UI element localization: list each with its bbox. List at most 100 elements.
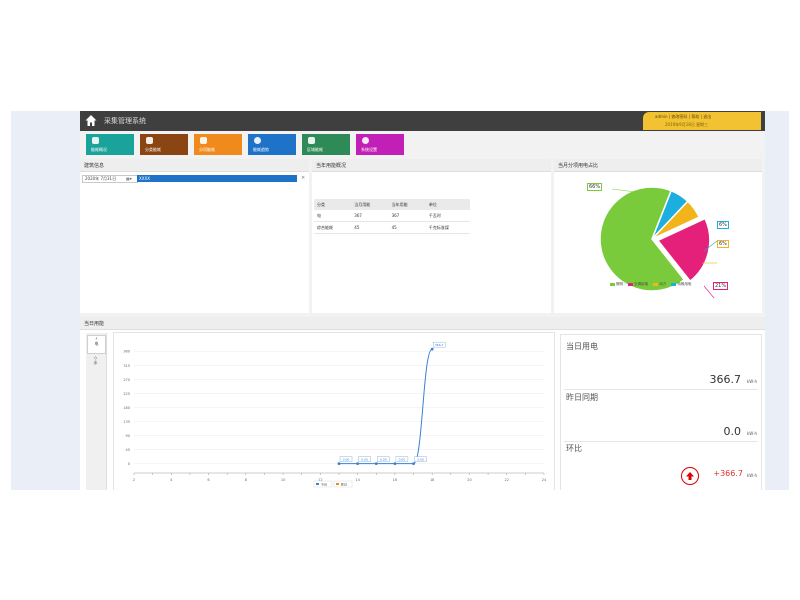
monthly-pie-panel: 当月分项用电占比 66% 21% 6% 6% 照明 空调用电 动力 特殊用电 bbox=[554, 159, 762, 313]
table-cell: 45 bbox=[388, 221, 426, 234]
current-date: 2019年9月18日 星期三 bbox=[665, 122, 709, 127]
x-tick-label: 10 bbox=[281, 478, 285, 482]
data-label-box bbox=[395, 456, 409, 462]
x-tick-label: 4 bbox=[170, 478, 173, 482]
nav-tile-settings[interactable]: 系统设置 bbox=[356, 134, 404, 155]
legend-item[interactable]: 空调用电 bbox=[628, 282, 648, 286]
x-tick-label: 18 bbox=[430, 478, 434, 482]
y-tick-label: 45 bbox=[126, 448, 130, 452]
column-header: 当年用能 bbox=[388, 199, 426, 210]
x-tick-label: 16 bbox=[393, 478, 397, 482]
panel-title: 当日用能 bbox=[84, 321, 105, 327]
yesterday-unit: kW·h bbox=[746, 431, 757, 436]
data-point[interactable] bbox=[356, 462, 360, 466]
y-tick-label: 90 bbox=[126, 434, 130, 438]
nav-tile-region[interactable]: 区域能耗 bbox=[302, 134, 350, 155]
column-header: 当月用能 bbox=[351, 199, 389, 210]
table-cell: 电 bbox=[314, 210, 352, 222]
y-tick-label: 270 bbox=[123, 378, 130, 382]
ratio-value: +366.7 bbox=[713, 469, 743, 478]
legend-item[interactable]: 特殊用电 bbox=[671, 282, 691, 286]
panel-title: 当年用能概况 bbox=[316, 163, 347, 169]
nav-tile-category[interactable]: 分类能耗 bbox=[140, 134, 188, 155]
data-point[interactable] bbox=[374, 462, 378, 466]
ratio-label: 环比 bbox=[566, 444, 582, 453]
subitem-icon bbox=[200, 137, 207, 144]
nav-tile-subitem[interactable]: 分项能耗 bbox=[194, 134, 242, 155]
x-tick-label: 2 bbox=[133, 478, 135, 482]
annual-usage-panel: 当年用能概况 分类 当月用能 当年用能 单位 电 367 367 千瓦时 综合能… bbox=[312, 159, 551, 313]
nav-tile-overview[interactable]: 能耗概况 bbox=[86, 134, 134, 155]
pie-label-special: 6% bbox=[717, 221, 729, 229]
data-label-box bbox=[432, 341, 446, 348]
tree-node-selected[interactable]: XXXX bbox=[137, 175, 297, 182]
pie-slice[interactable] bbox=[656, 217, 711, 283]
legend-label: 今日 bbox=[321, 482, 327, 487]
panel-header: 当日用能 bbox=[80, 317, 765, 330]
table-header-row: 分类 当月用能 当年用能 单位 bbox=[314, 199, 470, 210]
data-point[interactable] bbox=[337, 462, 341, 466]
category-icon bbox=[146, 137, 153, 144]
legend-item[interactable]: 照明 bbox=[610, 282, 623, 286]
y-tick-label: 360 bbox=[123, 350, 130, 354]
legend-label: 昨日 bbox=[341, 482, 347, 487]
tab-label: 电 bbox=[94, 341, 99, 346]
data-label: 0.00 bbox=[361, 457, 368, 461]
stats-panel: 当日用电 366.7 kW·h 昨日同期 0.0 kW·h 环比 +366.7 … bbox=[560, 334, 762, 490]
gear-icon bbox=[362, 137, 369, 144]
pie-leader-line bbox=[611, 188, 645, 194]
x-tick-label: 6 bbox=[207, 478, 209, 482]
table-cell: 367 bbox=[351, 210, 389, 222]
nav-tile-label: 能耗概况 bbox=[91, 147, 107, 152]
legend-item[interactable] bbox=[313, 480, 333, 488]
clock-icon bbox=[254, 137, 261, 144]
data-point[interactable] bbox=[393, 462, 397, 466]
data-label-box bbox=[377, 456, 390, 462]
nav-tile-label: 分项能耗 bbox=[199, 147, 215, 152]
legend-swatch bbox=[316, 483, 319, 485]
grid-icon bbox=[308, 137, 315, 144]
legend-item[interactable] bbox=[333, 480, 353, 488]
pie-leader-line bbox=[703, 240, 718, 252]
app-title: 采集管理系统 bbox=[104, 117, 146, 125]
series-line bbox=[338, 348, 433, 465]
panel-header: 当月分项用电占比 bbox=[554, 159, 762, 172]
water-drop-icon: ◇ bbox=[93, 355, 98, 360]
data-point[interactable] bbox=[412, 462, 415, 466]
plug-icon: ⚡ bbox=[95, 336, 98, 341]
pie-leader-line bbox=[703, 285, 715, 299]
x-tick-label: 14 bbox=[355, 478, 360, 482]
divider bbox=[564, 441, 758, 442]
energy-type-tabs: ⚡ 电 ◇ 水 bbox=[86, 333, 107, 490]
nav-tile-label: 区域能耗 bbox=[307, 147, 323, 152]
y-tick-label: 180 bbox=[123, 406, 130, 410]
table-cell: 45 bbox=[351, 221, 389, 234]
data-label: 0.00 bbox=[343, 457, 350, 461]
daily-line-chart: 0 45 90 135 180 225 270 315 360 2 4 6 8 10 12 14 16 18 20 2… bbox=[113, 332, 555, 490]
pie-label-lighting: 66% bbox=[587, 183, 603, 191]
data-point[interactable] bbox=[430, 347, 434, 351]
legend-item[interactable]: 动力 bbox=[653, 282, 666, 286]
table-cell: 千克标准煤 bbox=[425, 221, 470, 234]
panel-title: 当月分项用电占比 bbox=[558, 163, 599, 169]
app-window: 采集管理系统 admin | 修改密码 | 帮助 | 退出 2019年9月18日… bbox=[80, 111, 765, 490]
tab-electricity[interactable]: ⚡ 电 bbox=[87, 335, 106, 354]
pie-slice[interactable] bbox=[599, 186, 686, 292]
legend-swatch bbox=[336, 483, 339, 485]
today-unit: kW·h bbox=[746, 379, 757, 384]
column-header: 单位 bbox=[425, 199, 470, 210]
nav-tile-label: 分类能耗 bbox=[145, 147, 161, 152]
pie-chart bbox=[599, 186, 718, 299]
data-label: 366.7 bbox=[435, 343, 444, 347]
divider bbox=[564, 389, 758, 390]
tab-water[interactable]: ◇ 水 bbox=[87, 355, 104, 372]
data-label: 0.00 bbox=[417, 457, 424, 461]
x-tick-label: 22 bbox=[504, 478, 508, 482]
table-row: 电 367 367 千瓦时 bbox=[314, 210, 470, 222]
home-icon[interactable] bbox=[85, 114, 97, 127]
calendar-icon[interactable]: ▦▾ bbox=[126, 176, 132, 181]
close-icon[interactable]: × bbox=[301, 175, 306, 181]
table-cell: 千瓦时 bbox=[425, 210, 470, 222]
user-links[interactable]: admin | 修改密码 | 帮助 | 退出 bbox=[655, 114, 712, 119]
nav-tile-trend[interactable]: 能耗趋势 bbox=[248, 134, 296, 155]
